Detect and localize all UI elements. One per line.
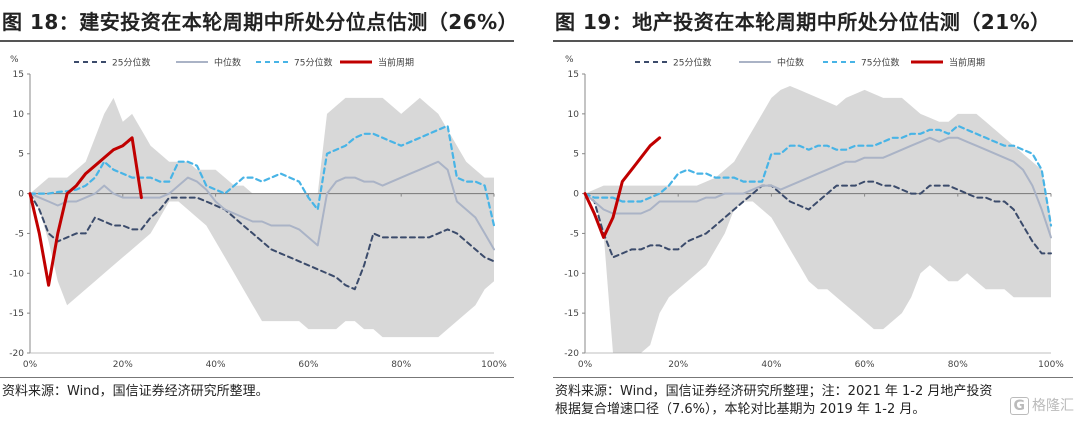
legend-label: 当前周期 (378, 57, 414, 69)
x-tick-label: 0% (578, 360, 593, 370)
source-line: 根据复合增速口径（7.6%），本轮对比基期为 2019 年 1-2 月。 (555, 402, 926, 417)
y-tick-label: 15 (568, 70, 579, 80)
x-tick-label: 60% (298, 360, 318, 370)
source-note: 资料来源：Wind，国信证券经济研究所整理；注：2021 年 1-2 月地产投资… (555, 383, 992, 419)
median-line (584, 136, 1052, 239)
y-tick-label: -10 (9, 269, 24, 279)
x-tick-label: 40% (761, 360, 781, 370)
current-cycle-line (28, 136, 143, 287)
chart-panel-18: 图 18：建安投资在本轮周期中所处分位点估测（26%） % 15 10 5 0 -5 -10… (0, 0, 520, 421)
source-divider (0, 377, 514, 378)
p25-line (29, 192, 495, 291)
range-band (30, 97, 494, 338)
legend-label: 75分位数 (294, 57, 332, 69)
y-tick-label: 5 (573, 150, 579, 160)
y-axis-label: % (565, 55, 574, 65)
legend-label: 75分位数 (861, 57, 899, 69)
chart-panel-19: 图 19：地产投资在本轮周期中所处分位估测（21%） % 15 10 5 0 -5 -10 -… (553, 0, 1080, 421)
x-tick-label: 40% (206, 360, 226, 370)
y-tick-label: 0 (18, 190, 24, 200)
title-divider (553, 40, 1073, 42)
p75-line (28, 124, 496, 227)
source-line: 资料来源：Wind，国信证券经济研究所整理；注：2021 年 1-2 月地产投资 (555, 384, 993, 399)
legend-label: 25分位数 (112, 57, 150, 69)
y-axis-label: % (10, 55, 19, 65)
p75-line (583, 124, 1053, 227)
y-tick-label: 15 (13, 70, 24, 80)
legend-label: 中位数 (777, 57, 804, 69)
source-note: 资料来源：Wind，国信证券经济研究所整理。 (2, 383, 269, 401)
current-cycle-line (583, 136, 662, 239)
y-tick-label: -5 (15, 229, 24, 239)
range-band (585, 86, 1051, 353)
y-tick-label: 0 (573, 190, 579, 200)
source-line: 资料来源：Wind，国信证券经济研究所整理。 (2, 384, 269, 399)
line-chart: % 15 10 5 0 -5 -10 -15 -200% 20% 40% 60% 80% 100% 25分位… (9, 55, 507, 370)
x-tick-label: 80% (948, 360, 968, 370)
x-tick-label: 100% (481, 360, 507, 370)
median-line (29, 160, 495, 251)
y-tick-label: -20 (564, 349, 579, 359)
y-tick-label: 10 (13, 110, 25, 120)
watermark-logo: G 格隆汇 (1009, 395, 1074, 415)
legend-label: 25分位数 (673, 57, 711, 69)
x-tick-label: 20% (668, 360, 688, 370)
x-tick-label: 0% (23, 360, 38, 370)
p25-line (584, 180, 1052, 259)
y-tick-label: -5 (570, 229, 579, 239)
x-tick-label: 80% (391, 360, 411, 370)
x-tick-label: 100% (1038, 360, 1064, 370)
chart-title: 图 19：地产投资在本轮周期中所处分位估测（21%） (555, 10, 1051, 34)
title-divider (0, 40, 514, 42)
y-tick-label: 10 (568, 110, 580, 120)
source-divider (553, 377, 1073, 378)
y-tick-label: -20 (9, 349, 24, 359)
y-tick-label: 5 (18, 150, 24, 160)
watermark-g-icon: G (1009, 397, 1029, 415)
y-tick-label: -15 (564, 309, 579, 319)
legend-label: 当前周期 (949, 57, 985, 69)
chart-title: 图 18：建安投资在本轮周期中所处分位点估测（26%） (2, 10, 519, 34)
y-tick-label: -15 (9, 309, 24, 319)
x-tick-label: 60% (855, 360, 875, 370)
y-tick-label: -10 (564, 269, 579, 279)
legend-label: 中位数 (214, 57, 241, 69)
line-chart: % 15 10 5 0 -5 -10 -15 -200% 20% 40% 60% 80% 100% 25分位… (564, 55, 1064, 370)
watermark-text: 格隆汇 (1032, 398, 1074, 414)
x-tick-label: 20% (113, 360, 133, 370)
